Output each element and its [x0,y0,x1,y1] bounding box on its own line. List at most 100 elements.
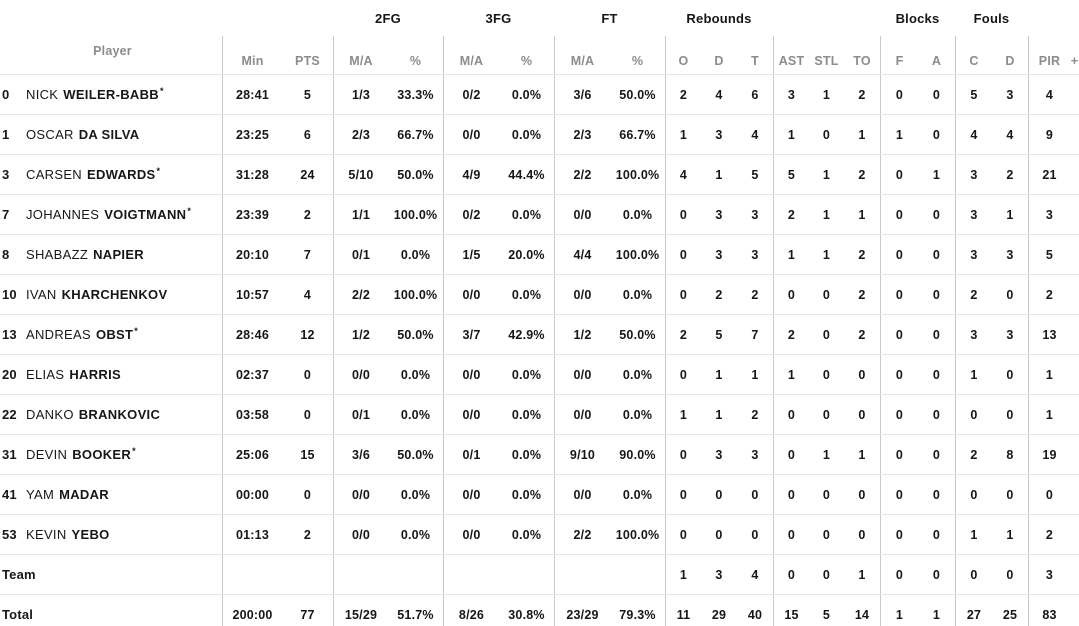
player-cell[interactable]: 1 OSCAR DA SILVA [0,127,222,142]
cell-pir: 2 [1028,275,1070,314]
col-header-player: Player [93,44,132,58]
total-row-label: Total [2,607,34,622]
cell-pir: 5 [1028,235,1070,274]
player-last-name: HARRIS [69,367,121,382]
cell-ast: 2 [773,195,809,234]
cell-foul-d: 0 [1006,567,1014,582]
cell-fg2-pct: 0.0% [400,527,431,542]
cell-ast: 0 [773,395,809,434]
cell-blk-a: 0 [932,527,941,542]
cell-pir: 1 [1028,355,1070,394]
cell-foul-c: 3 [955,315,992,354]
cell-fg3-ma: 0/0 [443,515,499,554]
cell-blk-a: 0 [932,567,941,582]
starter-mark: * [132,447,136,456]
cell-pts: 7 [303,247,312,262]
cell-stl: 0 [822,567,831,582]
cell-fg3-ma: 0/0 [443,395,499,434]
table-row: 22 DANKO BRANKOVIC 03:58 0 0/1 0.0% 0/0 0.0% 0/0 0… [0,394,1079,434]
player-last-name: KHARCHENKOV [61,287,168,302]
player-cell[interactable]: 10 IVAN KHARCHENKOV [0,287,222,302]
cell-ast: 3 [773,75,809,114]
player-cell[interactable]: 53 KEVIN YEBO [0,527,222,542]
cell-blk-a: 1 [932,607,941,622]
cell-pts: 6 [303,127,312,142]
player-number: 3 [2,167,10,182]
cell-reb-t: 3 [751,247,759,262]
cell-fg3-pct: 30.8% [508,607,545,622]
cell-ft-pct: 100.0% [615,527,660,542]
cell-blk-f: 0 [880,555,918,594]
col-header-plus: + [1070,54,1079,68]
cell-foul-c: 1 [955,515,992,554]
cell-fg3-ma: 0/0 [443,115,499,154]
cell-reb-d: 29 [711,607,727,622]
cell-reb-t: 2 [751,287,759,302]
player-last-name: OBST* [95,327,139,342]
cell-ast: 1 [773,115,809,154]
player-cell[interactable]: 7 JOHANNES VOIGTMANN* [0,207,222,222]
col-header-blk-a: A [931,54,942,68]
col-header-ft-pct: % [631,54,644,68]
player-last-name: EDWARDS* [86,167,161,182]
cell-ft-pct: 0.0% [622,487,653,502]
cell-reb-o: 0 [665,355,701,394]
cell-stl: 1 [822,447,831,462]
player-cell[interactable]: 8 SHABAZZ NAPIER [0,247,222,262]
cell-reb-t: 0 [751,487,759,502]
cell-blk-f: 0 [880,395,918,434]
cell-fg2-ma: 15/29 [333,595,388,626]
player-cell[interactable]: 22 DANKO BRANKOVIC [0,407,222,422]
cell-to: 2 [858,287,866,302]
cell-pts: 4 [303,287,312,302]
cell-foul-c: 3 [955,195,992,234]
player-cell[interactable]: 3 CARSEN EDWARDS* [0,167,222,182]
col-header-to: TO [853,54,871,68]
player-cell[interactable]: 20 ELIAS HARRIS [0,367,222,382]
cell-stl: 5 [822,607,831,622]
cell-to: 0 [858,527,866,542]
cell-reb-o: 2 [665,75,701,114]
cell-reb-t: 5 [751,167,759,182]
player-number: 1 [2,127,10,142]
player-cell[interactable]: 0 NICK WEILER-BABB* [0,87,222,102]
cell-pts: 0 [303,487,312,502]
cell-min: 23:25 [222,115,282,154]
cell-to: 1 [858,567,866,582]
cell-foul-d: 2 [1006,167,1014,182]
starter-mark: * [134,327,139,336]
cell-fg2-ma: 0/1 [333,235,388,274]
cell-foul-c: 27 [955,595,992,626]
cell-to: 0 [858,367,866,382]
cell-foul-d: 1 [1006,207,1014,222]
cell-foul-c: 3 [955,235,992,274]
cell-reb-o: 11 [665,595,701,626]
col-header-foul-c: C [955,36,992,74]
cell-fg2-pct: 0.0% [400,407,431,422]
cell-reb-o: 0 [665,235,701,274]
player-cell[interactable]: 41 YAM MADAR [0,487,222,502]
cell-ft-pct: 100.0% [615,247,660,262]
cell-fg2-pct: 66.7% [397,127,434,142]
cell-pir: 19 [1028,435,1070,474]
player-cell[interactable]: 13 ANDREAS OBST* [0,327,222,342]
cell-reb-t: 40 [747,607,763,622]
cell-ft-pct: 79.3% [619,607,656,622]
player-cell[interactable]: 31 DEVIN BOOKER* [0,447,222,462]
cell-fg3-ma: 0/2 [443,75,499,114]
cell-ft-ma: 4/4 [554,235,610,274]
cell-ast: 1 [773,355,809,394]
cell-to: 0 [858,487,866,502]
cell-pir: 13 [1028,315,1070,354]
cell-ft-ma: 0/0 [554,195,610,234]
cell-foul-c: 0 [955,475,992,514]
cell-foul-d: 0 [1006,487,1014,502]
cell-blk-a: 0 [932,407,941,422]
cell-to: 2 [858,247,866,262]
player-number: 22 [2,407,17,422]
cell-blk-f: 0 [880,315,918,354]
cell-min: 28:41 [222,75,282,114]
group-header-ft: FT [601,10,618,26]
cell-reb-t: 1 [751,367,759,382]
cell-foul-d: 3 [1006,87,1014,102]
